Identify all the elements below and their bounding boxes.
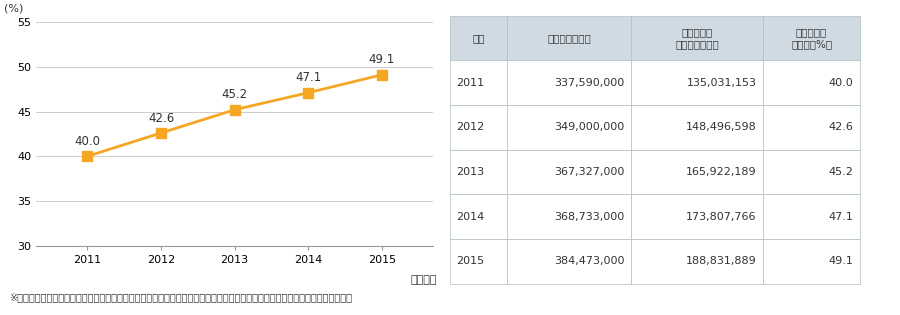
FancyBboxPatch shape <box>763 194 860 239</box>
FancyBboxPatch shape <box>508 239 631 284</box>
FancyBboxPatch shape <box>631 194 763 239</box>
FancyBboxPatch shape <box>631 105 763 150</box>
Text: オンライン
利用率（%）: オンライン 利用率（%） <box>791 27 832 49</box>
Text: 2012: 2012 <box>456 122 485 132</box>
FancyBboxPatch shape <box>450 194 508 239</box>
Text: 49.1: 49.1 <box>369 54 395 66</box>
Text: 40.0: 40.0 <box>829 78 853 88</box>
FancyBboxPatch shape <box>508 105 631 150</box>
Text: 384,473,000: 384,473,000 <box>554 256 625 266</box>
Text: 148,496,598: 148,496,598 <box>686 122 757 132</box>
FancyBboxPatch shape <box>508 60 631 105</box>
FancyBboxPatch shape <box>631 239 763 284</box>
Text: 173,807,766: 173,807,766 <box>686 212 757 221</box>
Text: 年間総手続件数: 年間総手続件数 <box>547 33 591 43</box>
FancyBboxPatch shape <box>763 239 860 284</box>
Text: 349,000,000: 349,000,000 <box>554 122 625 132</box>
FancyBboxPatch shape <box>631 150 763 194</box>
Text: 188,831,889: 188,831,889 <box>686 256 757 266</box>
Text: 45.2: 45.2 <box>829 167 853 177</box>
Text: 135,031,153: 135,031,153 <box>687 78 757 88</box>
FancyBboxPatch shape <box>450 60 508 105</box>
Text: 368,733,000: 368,733,000 <box>554 212 625 221</box>
FancyBboxPatch shape <box>450 105 508 150</box>
Text: オンライン
利用件数（件）: オンライン 利用件数（件） <box>675 27 719 49</box>
Text: 2011: 2011 <box>456 78 485 88</box>
FancyBboxPatch shape <box>631 60 763 105</box>
FancyBboxPatch shape <box>508 150 631 194</box>
Text: 40.0: 40.0 <box>75 135 101 148</box>
FancyBboxPatch shape <box>450 239 508 284</box>
FancyBboxPatch shape <box>450 150 508 194</box>
Text: 2014: 2014 <box>456 212 485 221</box>
Text: ※年間総手続件数は、対象手続を既にオンライン化している団体における総手続件数と人口を元に算出した、全国における推計値: ※年間総手続件数は、対象手続を既にオンライン化している団体における総手続件数と人… <box>9 292 352 302</box>
Text: (%): (%) <box>4 3 23 13</box>
FancyBboxPatch shape <box>450 16 508 60</box>
FancyBboxPatch shape <box>763 60 860 105</box>
Text: 2015: 2015 <box>456 256 485 266</box>
Text: 47.1: 47.1 <box>295 72 321 84</box>
Text: 42.6: 42.6 <box>148 112 175 125</box>
FancyBboxPatch shape <box>631 16 763 60</box>
FancyBboxPatch shape <box>508 16 631 60</box>
Text: 45.2: 45.2 <box>221 89 248 101</box>
Text: 42.6: 42.6 <box>829 122 853 132</box>
Text: 49.1: 49.1 <box>829 256 853 266</box>
FancyBboxPatch shape <box>763 105 860 150</box>
Text: 337,590,000: 337,590,000 <box>554 78 625 88</box>
Text: 47.1: 47.1 <box>829 212 853 221</box>
Text: （年度）: （年度） <box>410 275 437 285</box>
FancyBboxPatch shape <box>508 194 631 239</box>
Text: 165,922,189: 165,922,189 <box>686 167 757 177</box>
FancyBboxPatch shape <box>763 150 860 194</box>
Text: 367,327,000: 367,327,000 <box>554 167 625 177</box>
FancyBboxPatch shape <box>763 16 860 60</box>
Text: 2013: 2013 <box>456 167 485 177</box>
Text: 年度: 年度 <box>472 33 485 43</box>
